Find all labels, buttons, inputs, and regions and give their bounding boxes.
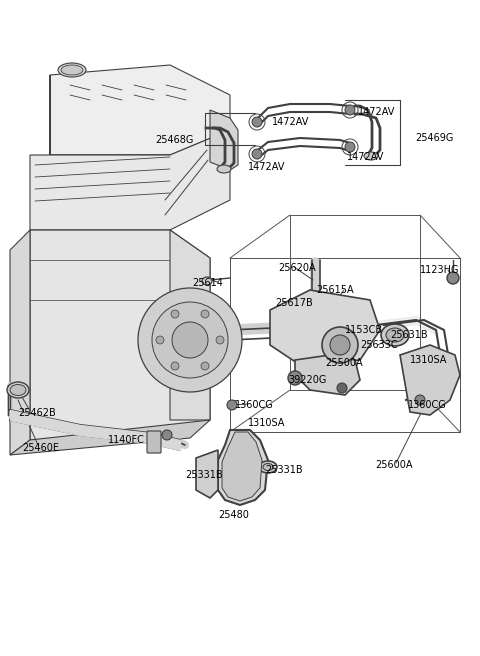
Circle shape — [330, 335, 350, 355]
Text: 25633C: 25633C — [360, 340, 397, 350]
Polygon shape — [170, 230, 210, 420]
Circle shape — [337, 383, 347, 393]
Circle shape — [171, 310, 179, 318]
Text: 25631B: 25631B — [390, 330, 428, 340]
Text: 1140FC: 1140FC — [108, 435, 145, 445]
Text: 25600A: 25600A — [375, 460, 412, 470]
Text: 1310SA: 1310SA — [248, 418, 286, 428]
Ellipse shape — [386, 328, 404, 342]
Circle shape — [201, 362, 209, 370]
Circle shape — [152, 302, 228, 378]
Circle shape — [252, 149, 262, 159]
FancyBboxPatch shape — [147, 431, 161, 453]
Ellipse shape — [364, 152, 378, 160]
Circle shape — [252, 117, 262, 127]
Text: 25331B: 25331B — [265, 465, 302, 475]
Text: 1123HG: 1123HG — [420, 265, 459, 275]
Ellipse shape — [7, 382, 29, 398]
Polygon shape — [196, 450, 218, 498]
Ellipse shape — [217, 165, 231, 173]
Polygon shape — [30, 130, 230, 230]
Circle shape — [162, 430, 172, 440]
Text: 1153CB: 1153CB — [345, 325, 383, 335]
Polygon shape — [210, 110, 238, 170]
Text: 25620A: 25620A — [278, 263, 316, 273]
Ellipse shape — [10, 384, 26, 396]
Circle shape — [345, 142, 355, 152]
Circle shape — [138, 288, 242, 392]
Polygon shape — [10, 230, 30, 455]
Circle shape — [171, 362, 179, 370]
Ellipse shape — [381, 324, 409, 346]
Text: 1310SA: 1310SA — [410, 355, 447, 365]
Circle shape — [288, 371, 302, 385]
Text: 25331B: 25331B — [185, 470, 223, 480]
Polygon shape — [50, 75, 170, 200]
Text: 1472AV: 1472AV — [347, 152, 384, 162]
Text: 25615A: 25615A — [316, 285, 354, 295]
Polygon shape — [295, 355, 360, 395]
Circle shape — [172, 322, 208, 358]
Circle shape — [156, 336, 164, 344]
Ellipse shape — [58, 63, 86, 77]
Text: 25469G: 25469G — [415, 133, 454, 143]
Polygon shape — [218, 430, 268, 505]
Polygon shape — [270, 290, 380, 365]
Text: 25614: 25614 — [192, 278, 223, 288]
Circle shape — [216, 336, 224, 344]
Circle shape — [447, 272, 459, 284]
Polygon shape — [50, 65, 230, 155]
Polygon shape — [10, 420, 210, 455]
Text: 1472AV: 1472AV — [248, 162, 286, 172]
Text: 39220G: 39220G — [288, 375, 326, 385]
Text: 25500A: 25500A — [325, 358, 362, 368]
Circle shape — [322, 327, 358, 363]
Text: 25460E: 25460E — [22, 443, 59, 453]
Polygon shape — [222, 432, 262, 501]
Polygon shape — [30, 230, 210, 440]
Text: 25480: 25480 — [218, 510, 249, 520]
Ellipse shape — [61, 65, 83, 75]
Text: 1472AV: 1472AV — [272, 117, 310, 127]
Text: 25468G: 25468G — [155, 135, 193, 145]
Text: 25617B: 25617B — [275, 298, 313, 308]
Ellipse shape — [263, 464, 273, 470]
Text: 1360CG: 1360CG — [408, 400, 447, 410]
Text: 1360CG: 1360CG — [235, 400, 274, 410]
Ellipse shape — [202, 277, 212, 285]
Circle shape — [227, 400, 237, 410]
Circle shape — [345, 105, 355, 115]
Text: 25462B: 25462B — [18, 408, 56, 418]
Text: 1472AV: 1472AV — [358, 107, 396, 117]
Ellipse shape — [259, 461, 277, 473]
Circle shape — [201, 310, 209, 318]
Circle shape — [415, 395, 425, 405]
Polygon shape — [400, 345, 460, 415]
